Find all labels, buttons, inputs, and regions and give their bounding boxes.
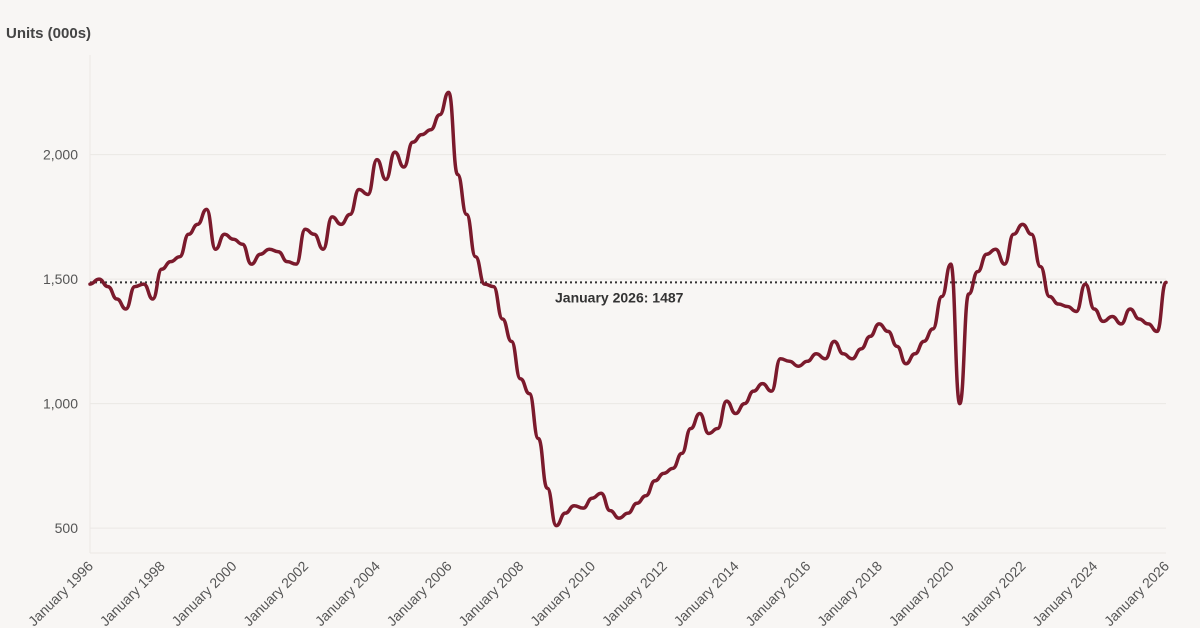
x-tick-label: January 2026 [1101, 558, 1172, 628]
x-tick-label: January 2014 [670, 558, 741, 628]
reference-annotation: January 2026: 1487 [555, 289, 684, 305]
series-line [88, 90, 1168, 528]
x-tick-label: January 2022 [957, 558, 1028, 628]
x-tick-label: January 2018 [814, 558, 885, 628]
gridlines [89, 55, 1166, 554]
y-tick-label: 1,000 [43, 396, 78, 412]
x-tick-label: January 2002 [240, 558, 311, 628]
x-tick-label: January 2020 [886, 558, 957, 628]
x-tick-label: January 2004 [312, 558, 383, 628]
x-axis: January 1996 January 1998 January 2000 Janu… [25, 558, 1172, 628]
y-axis: 500 1,000 1,500 2,000 [43, 147, 78, 536]
x-tick-label: January 1998 [97, 558, 168, 628]
x-tick-label: January 2024 [1029, 558, 1100, 628]
x-tick-label: January 2012 [599, 558, 670, 628]
y-axis-label: Units (000s) [6, 25, 91, 42]
x-tick-label: January 2008 [455, 558, 526, 628]
y-tick-label: 2,000 [43, 147, 78, 163]
x-tick-label: January 1996 [25, 558, 96, 628]
x-tick-label: January 2016 [742, 558, 813, 628]
y-tick-label: 500 [55, 520, 79, 536]
x-tick-label: January 2010 [527, 558, 598, 628]
x-tick-label: January 2000 [168, 558, 239, 628]
x-tick-label: January 2006 [383, 558, 454, 628]
y-tick-label: 1,500 [43, 271, 78, 287]
